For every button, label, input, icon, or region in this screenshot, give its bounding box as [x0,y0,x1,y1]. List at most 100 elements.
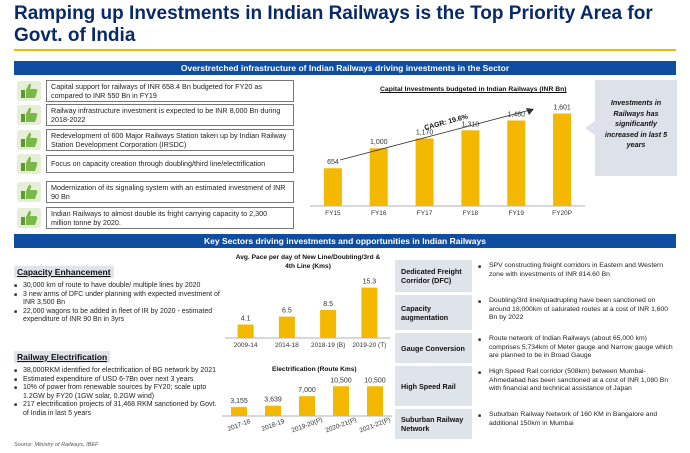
bar [507,120,526,206]
investment-point: Modernization of its signaling system wi… [46,181,294,203]
capacity-enhancement-section: Capacity Enhancement 30,000 km of route … [14,262,222,325]
pace-svg: 4.1 2009-14 6.5 2014-18 8.5 2018-19 (B) 15.3 20… [225,279,390,349]
sector-description: Route network of Indian Railways (about … [474,333,676,363]
value-label: 1,480 [507,111,525,118]
x-tick-label: FY20P [552,210,572,217]
sector-name: Dedicated Freight Corridor (DFC) [395,260,472,292]
sector-name: Gauge Conversion [395,333,472,363]
sector-row: Gauge ConversionRoute network of Indian … [395,333,676,364]
value-label: 15.3 [363,279,377,286]
sector-description: SPV constructing freight corridors in Ea… [474,260,676,292]
bar [369,148,388,206]
sector-name: Capacity augmentation [395,295,472,330]
bar [320,310,337,338]
bullet-item: 217 electrification projects of 31,468 R… [14,401,222,418]
source-note: Source: Ministry of Railways, IBEF [14,442,99,448]
bar [237,324,254,338]
sector-row: High Speed RailHigh Speed Rail corridor … [395,366,676,407]
chart-title: Electrification (Route Kms) [272,366,357,373]
x-tick-label: FY15 [325,210,341,217]
investment-point: Focus on capacity creation through doubl… [46,155,294,173]
thumbs-up-icon [16,129,42,151]
bullet-item: 30,000 km of route to have double/ multi… [14,282,222,291]
section-band-key-sectors: Key Sectors driving investments and oppo… [14,234,676,248]
section-band-infrastructure: Overstretched infrastructure of Indian R… [14,61,676,75]
value-label: 3,639 [264,397,282,404]
thumbs-up-icon [16,104,42,126]
x-tick-label: 2019-20(P) [291,417,324,435]
investment-point: Indian Railways to almost double its fri… [46,207,294,229]
callout-arrow-shape [585,80,677,176]
x-tick-label: 2021-22(P) [359,417,392,435]
bar [323,168,342,206]
sector-description: Doubling/3rd line/quadrupling have been … [474,295,676,330]
x-tick-label: FY18 [463,210,479,217]
investment-point: Redevelopment of 600 Major Railways Stat… [46,129,294,151]
sector-name: Suburban Railway Network [395,409,472,439]
bar [461,130,480,206]
x-tick-label: FY17 [417,210,433,217]
electrification-bullets: 38,000RKM identified for electrification… [14,367,222,419]
thumbs-up-icon [16,80,42,102]
bar [299,396,315,416]
bullet-item: 38,000RKM identified for electrification… [14,367,222,376]
sector-name: High Speed Rail [395,366,472,406]
value-label: 1,000 [370,139,388,146]
x-tick-label: FY19 [508,210,524,217]
value-label: 1,310 [462,121,480,128]
value-label: 10,500 [330,377,352,384]
sector-description: High Speed Rail corridor (508km) between… [474,366,676,406]
value-label: 6.5 [282,308,292,315]
x-tick-label: 2018-19 (B) [311,342,345,349]
capacity-heading: Capacity Enhancement [14,266,114,278]
x-tick-label: 2019-20 (T) [352,342,386,349]
bullet-item: Estimated expenditure of USD 6-7Bn over … [14,376,222,385]
bar [265,405,281,416]
cagr-arrow-line [339,109,531,161]
x-tick-label: 2017-18 [227,418,252,433]
electrification-section: Railway Electrification 38,000RKM identi… [14,347,222,419]
capital-investment-chart: Capital Investments budgeted in Indian R… [300,78,585,228]
bar [367,386,383,416]
cagr-arrow-head [526,108,534,115]
bar [553,113,572,206]
value-label: 1,601 [553,104,571,111]
electrification-chart: Electrification (Route Kms) 3,155 2017-18… [222,360,392,442]
value-label: 1,170 [416,129,434,136]
electrification-svg: 3,155 2017-18 3,639 2018-19 7,000 2019-20(P) 1… [222,377,392,435]
investment-point: Capital support for railways of INR 658.… [46,80,294,102]
pace-chart: Avg. Pace per day of New Line/Doubling/3… [225,252,390,352]
x-tick-label: 2014-18 [275,342,299,349]
thumbs-up-icon [16,181,42,203]
x-tick-label: 2009-14 [234,342,258,349]
value-label: 10,500 [364,377,386,384]
bar [361,287,378,338]
bar [231,407,247,416]
x-tick-label: FY16 [371,210,387,217]
bullet-item: 22,000 wagons to be added in fleet of IR… [14,308,222,325]
value-label: 3,155 [230,398,248,405]
title-divider [14,49,676,51]
x-tick-label: 2018-19 [261,418,286,433]
bullet-item: 10% of power from renewable sources by F… [14,384,222,401]
electrification-heading: Railway Electrification [14,351,111,363]
bar [415,138,434,206]
value-label: 7,000 [298,387,316,394]
investment-point: Railway infrastructure investment is exp… [46,104,294,126]
callout-text: Investments in Railways has significantl… [604,98,668,149]
investment-callout: Investments in Railways has significantl… [585,80,677,176]
sector-row: Suburban Railway NetworkSuburban Railway… [395,409,676,440]
chart-title: Avg. Pace per day of New Line/Doubling/3… [235,254,381,270]
page-title: Ramping up Investments in Indian Railway… [14,3,653,46]
sector-row: Capacity augmentationDoubling/3rd line/q… [395,295,676,331]
x-tick-label: 2020-21(P) [325,417,358,435]
thumbs-up-icon [16,207,42,229]
bar [278,316,295,338]
bar [333,386,349,416]
chart-title: Capital Investments budgeted in Indian R… [380,86,567,93]
sector-description: Suburban Railway Network of 160 KM in Ba… [474,409,676,439]
thumbs-up-icon [16,153,42,175]
capacity-bullets: 30,000 km of route to have double/ multi… [14,282,222,325]
value-label: 8.5 [323,301,333,308]
value-label: 4.1 [241,315,251,322]
